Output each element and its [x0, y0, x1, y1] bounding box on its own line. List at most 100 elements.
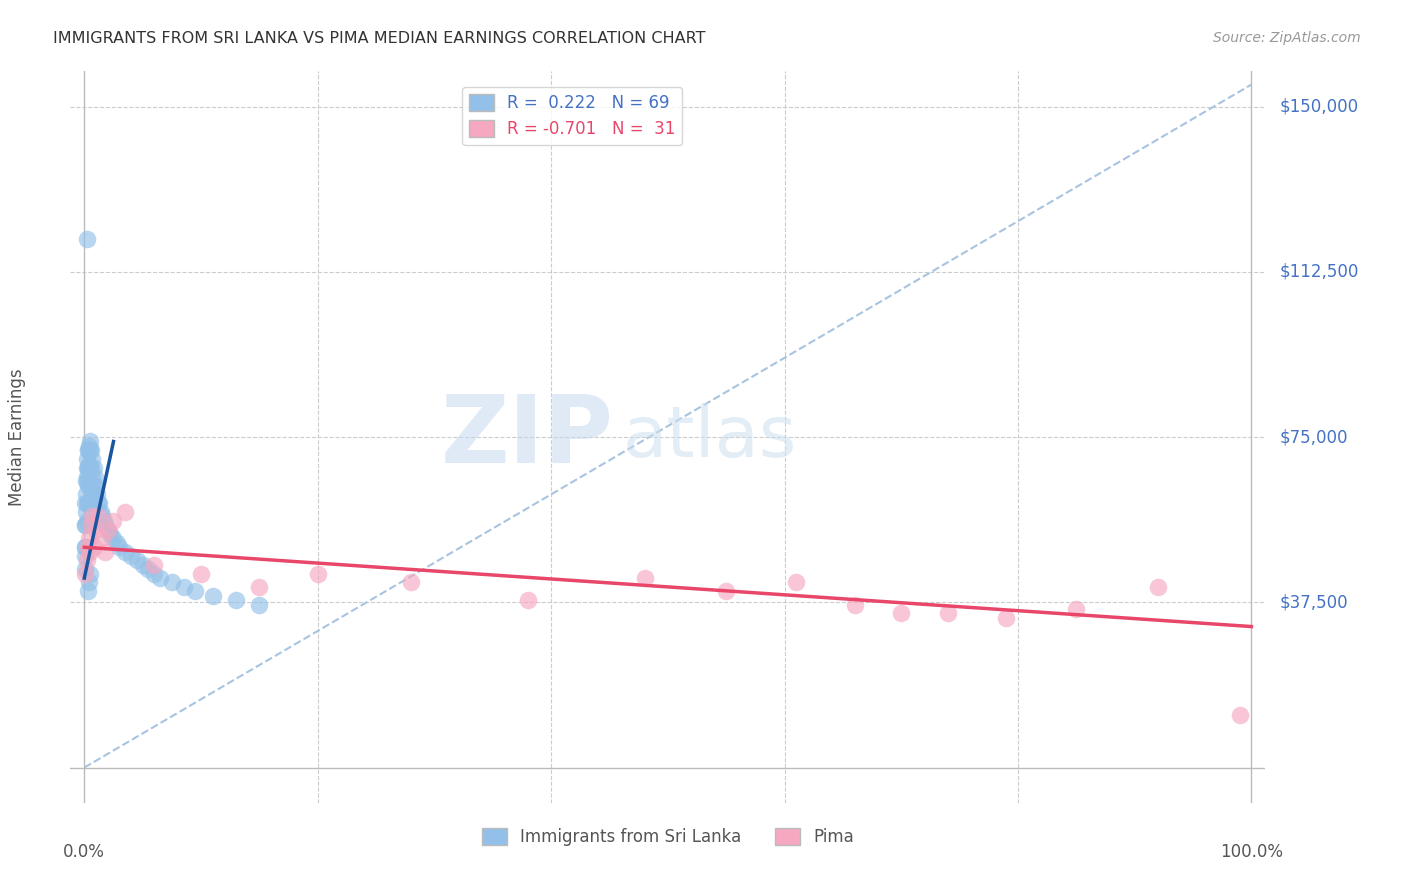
Point: [87, 509, 110, 524]
Point: [76, 461, 98, 475]
Point: [79, 544, 101, 558]
Text: $37,500: $37,500: [1279, 593, 1348, 611]
Point: [149, 571, 172, 585]
Point: [120, 549, 142, 563]
Text: 100.0%: 100.0%: [1220, 843, 1282, 861]
Text: $112,500: $112,500: [1279, 263, 1358, 281]
Point: [79, 478, 101, 492]
Point: [76, 232, 98, 246]
Point: [890, 607, 912, 621]
Point: [83, 461, 105, 475]
Point: [76, 514, 98, 528]
Point: [80, 518, 103, 533]
Point: [76, 584, 98, 599]
Point: [716, 584, 738, 599]
Point: [76, 496, 98, 510]
Point: [84, 478, 107, 492]
Point: [1147, 580, 1170, 594]
Point: [84, 523, 107, 537]
Point: [82, 509, 104, 524]
Point: [77, 461, 100, 475]
Point: [1229, 707, 1251, 722]
Point: [125, 553, 148, 567]
Point: [79, 496, 101, 510]
Point: [97, 523, 120, 537]
Point: [83, 469, 105, 483]
Point: [80, 478, 103, 492]
Point: [785, 575, 807, 590]
Point: [83, 487, 105, 501]
Point: [76, 443, 98, 458]
Point: [75, 518, 97, 533]
Legend: Immigrants from Sri Lanka, Pima: Immigrants from Sri Lanka, Pima: [475, 822, 860, 853]
Point: [77, 532, 100, 546]
Point: [75, 505, 97, 519]
Point: [76, 496, 98, 510]
Point: [76, 540, 98, 554]
Point: [89, 496, 111, 510]
Text: 0.0%: 0.0%: [63, 843, 105, 861]
Point: [77, 457, 100, 471]
Point: [307, 566, 329, 581]
Point: [184, 584, 207, 599]
Point: [247, 598, 270, 612]
Point: [75, 496, 97, 510]
Point: [76, 461, 98, 475]
Point: [94, 544, 117, 558]
Point: [103, 514, 125, 528]
Point: [143, 566, 166, 581]
Point: [90, 505, 112, 519]
Point: [76, 553, 98, 567]
Point: [73, 540, 96, 554]
Point: [76, 469, 98, 483]
Point: [98, 527, 121, 541]
Point: [76, 452, 98, 467]
Point: [131, 558, 153, 572]
Text: Source: ZipAtlas.com: Source: ZipAtlas.com: [1213, 31, 1361, 45]
Point: [143, 558, 166, 572]
Point: [844, 598, 866, 612]
Point: [79, 566, 101, 581]
Point: [83, 540, 105, 554]
Point: [94, 518, 117, 533]
Point: [73, 518, 96, 533]
Point: [75, 474, 97, 488]
Point: [1066, 602, 1088, 616]
Point: [79, 461, 101, 475]
Point: [114, 544, 136, 558]
Point: [936, 607, 959, 621]
Text: IMMIGRANTS FROM SRI LANKA VS PIMA MEDIAN EARNINGS CORRELATION CHART: IMMIGRANTS FROM SRI LANKA VS PIMA MEDIAN…: [53, 31, 706, 46]
Point: [633, 571, 655, 585]
Point: [103, 532, 125, 546]
Point: [114, 505, 136, 519]
Point: [75, 487, 97, 501]
Point: [75, 566, 97, 581]
Point: [399, 575, 422, 590]
Point: [105, 536, 128, 550]
Text: atlas: atlas: [623, 402, 797, 472]
Point: [77, 439, 100, 453]
Point: [516, 593, 538, 607]
Point: [76, 474, 98, 488]
Point: [93, 514, 115, 528]
Point: [83, 478, 105, 492]
Point: [82, 469, 104, 483]
Point: [75, 540, 97, 554]
Point: [97, 523, 120, 537]
Point: [247, 580, 270, 594]
Text: $150,000: $150,000: [1279, 97, 1358, 116]
Point: [80, 461, 103, 475]
Point: [87, 496, 110, 510]
Point: [225, 593, 247, 607]
Point: [90, 509, 112, 524]
Point: [77, 443, 100, 458]
Point: [82, 452, 104, 467]
Text: Median Earnings: Median Earnings: [7, 368, 25, 506]
Point: [77, 474, 100, 488]
Point: [75, 549, 97, 563]
Point: [138, 562, 160, 576]
Point: [995, 611, 1018, 625]
Text: $75,000: $75,000: [1279, 428, 1348, 446]
Point: [201, 589, 224, 603]
Point: [77, 575, 100, 590]
